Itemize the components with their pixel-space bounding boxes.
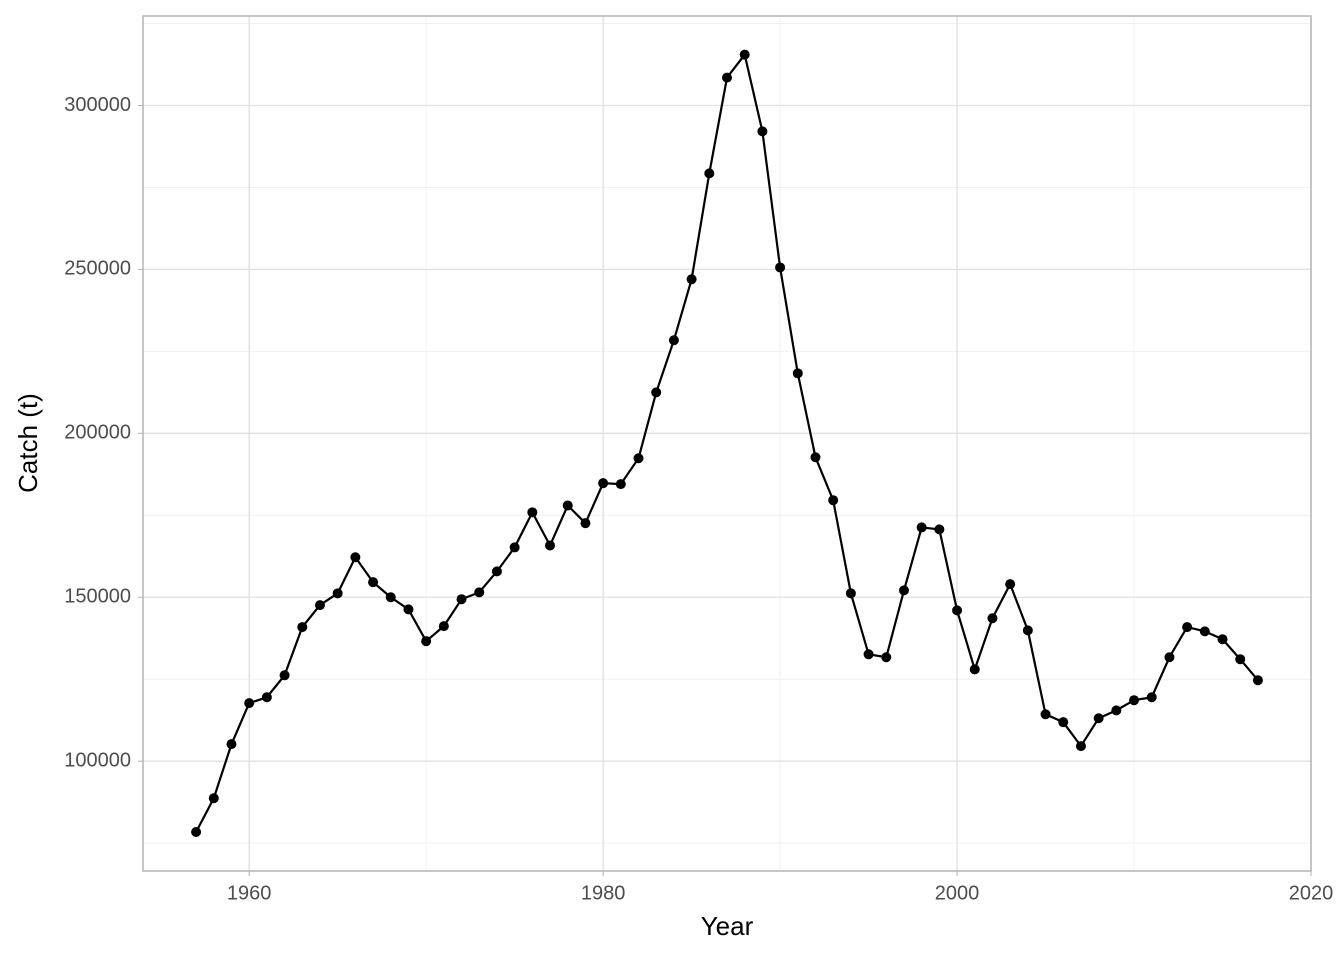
point [474, 587, 485, 598]
point [1058, 717, 1069, 728]
point [987, 613, 998, 624]
y-tick-label: 250000 [64, 258, 131, 280]
x-tick-label: 2000 [935, 882, 980, 904]
point [1040, 709, 1051, 720]
point [1093, 713, 1104, 724]
point [1129, 695, 1140, 706]
point [509, 542, 520, 553]
point [722, 72, 732, 83]
point [1146, 692, 1157, 703]
point [403, 604, 414, 615]
point [792, 368, 803, 379]
point [668, 335, 679, 346]
point [1252, 675, 1263, 686]
panel-border [142, 15, 1312, 872]
point [421, 636, 432, 647]
point [969, 664, 980, 675]
x-axis-title: Year [701, 911, 754, 941]
point [598, 478, 609, 489]
point [704, 168, 715, 179]
point [279, 670, 290, 681]
point [898, 585, 909, 596]
point [261, 692, 272, 703]
point [1217, 634, 1228, 645]
point [775, 262, 786, 273]
point [934, 524, 945, 535]
point [1075, 741, 1086, 752]
x-tick-label: 1960 [227, 882, 272, 904]
point [651, 387, 662, 398]
point [863, 649, 874, 660]
point [1182, 622, 1193, 633]
point [1164, 652, 1175, 663]
x-tick-label: 2020 [1289, 882, 1334, 904]
point [332, 588, 343, 599]
point [191, 826, 202, 837]
point [1235, 654, 1246, 665]
y-axis-title: Catch (t) [13, 393, 43, 493]
point [562, 500, 573, 511]
point [1111, 705, 1122, 716]
point [580, 518, 591, 529]
y-tick-label: 100000 [64, 749, 131, 771]
point [350, 552, 361, 563]
point [757, 126, 768, 137]
point [1005, 579, 1016, 590]
point [810, 452, 821, 463]
point [368, 577, 379, 588]
point [845, 588, 856, 599]
point [881, 652, 892, 663]
point [491, 566, 502, 577]
point [686, 274, 697, 285]
point [828, 495, 839, 506]
point [545, 540, 556, 551]
point [916, 522, 927, 533]
point [527, 507, 538, 518]
y-tick-label: 200000 [64, 422, 131, 444]
point [952, 605, 963, 616]
point [1199, 626, 1210, 637]
point [615, 479, 626, 490]
point [438, 621, 449, 632]
y-tick-label: 150000 [64, 586, 131, 608]
point [739, 49, 750, 60]
point [297, 622, 308, 633]
point [226, 739, 237, 750]
point [208, 793, 219, 804]
point [456, 594, 467, 605]
point [633, 453, 644, 464]
point [385, 592, 396, 603]
y-tick-label: 300000 [64, 94, 131, 116]
point [244, 698, 255, 709]
point [1022, 625, 1033, 636]
point [314, 600, 325, 611]
x-tick-label: 1980 [581, 882, 626, 904]
